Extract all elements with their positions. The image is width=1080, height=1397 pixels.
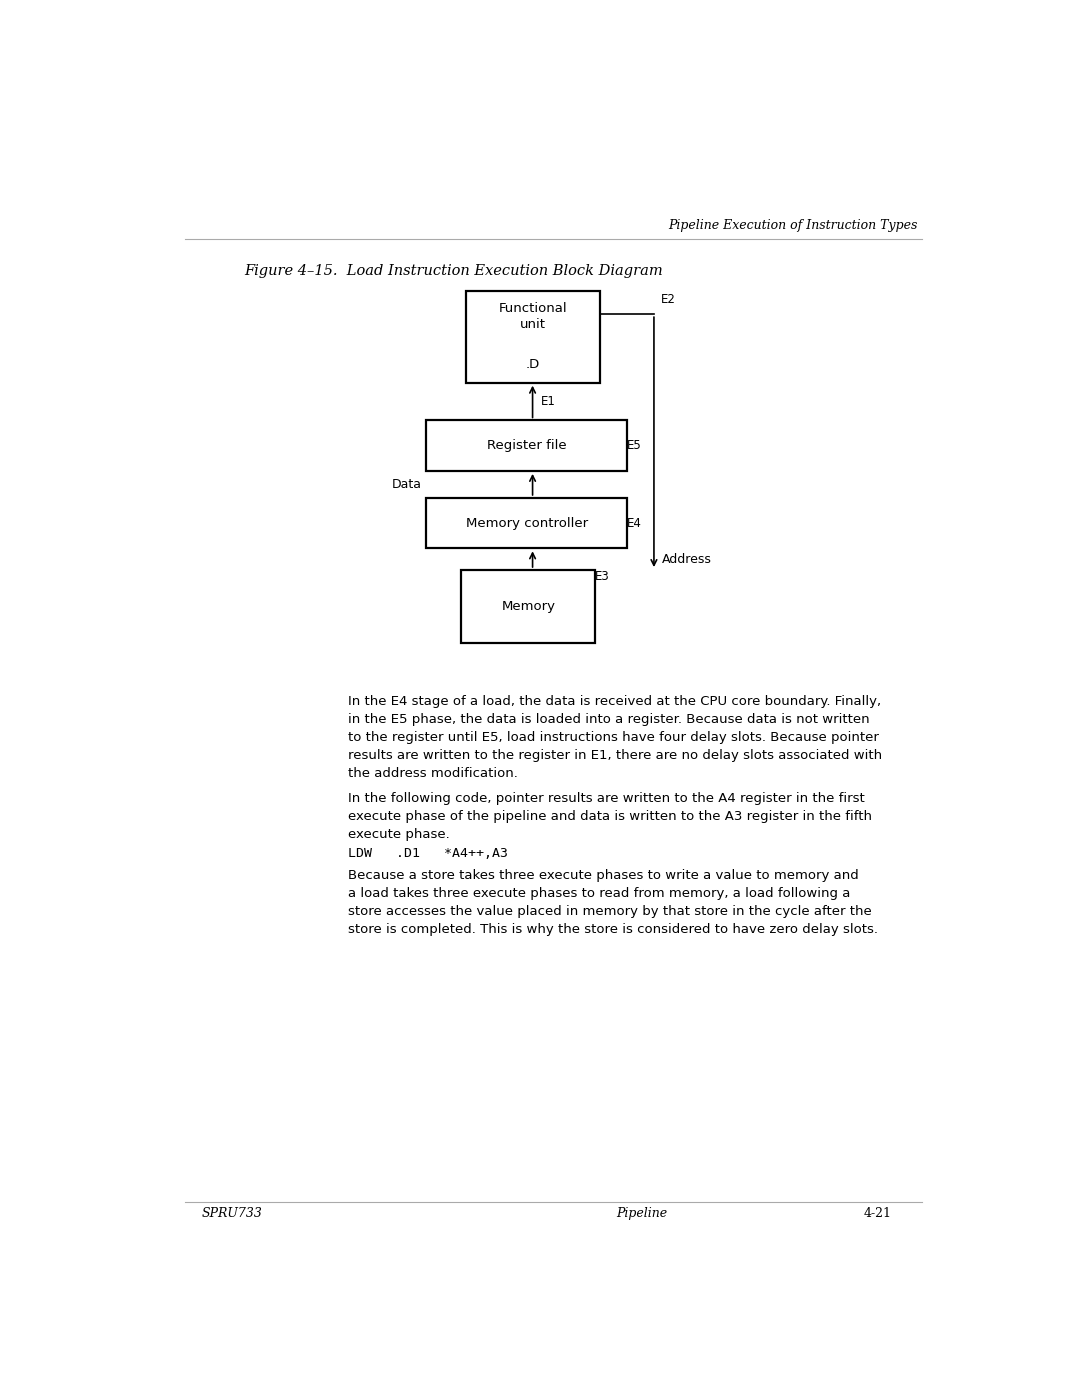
FancyBboxPatch shape — [427, 497, 627, 549]
Text: E3: E3 — [595, 570, 610, 583]
Text: Data: Data — [392, 478, 422, 490]
Text: Functional
unit: Functional unit — [498, 302, 567, 331]
FancyBboxPatch shape — [465, 292, 599, 383]
Text: Address: Address — [662, 553, 712, 566]
FancyBboxPatch shape — [461, 570, 595, 643]
Text: Pipeline: Pipeline — [617, 1207, 667, 1220]
Text: Figure 4–15.  Load Instruction Execution Block Diagram: Figure 4–15. Load Instruction Execution … — [244, 264, 662, 278]
FancyBboxPatch shape — [427, 420, 627, 471]
Text: Because a store takes three execute phases to write a value to memory and
a load: Because a store takes three execute phas… — [349, 869, 878, 936]
Text: Pipeline Execution of Instruction Types: Pipeline Execution of Instruction Types — [669, 219, 918, 232]
Text: E2: E2 — [661, 292, 675, 306]
Text: LDW   .D1   *A4++,A3: LDW .D1 *A4++,A3 — [349, 848, 509, 861]
Text: E5: E5 — [627, 439, 642, 453]
Text: Memory: Memory — [501, 601, 555, 613]
Text: Memory controller: Memory controller — [465, 517, 588, 529]
Text: .D: .D — [526, 358, 540, 372]
Text: SPRU733: SPRU733 — [202, 1207, 262, 1220]
Text: E1: E1 — [541, 395, 556, 408]
Text: E4: E4 — [627, 517, 642, 529]
Text: In the E4 stage of a load, the data is received at the CPU core boundary. Finall: In the E4 stage of a load, the data is r… — [349, 694, 882, 780]
Text: In the following code, pointer results are written to the A4 register in the fir: In the following code, pointer results a… — [349, 792, 873, 841]
Text: 4-21: 4-21 — [863, 1207, 891, 1220]
Text: Register file: Register file — [487, 439, 567, 453]
